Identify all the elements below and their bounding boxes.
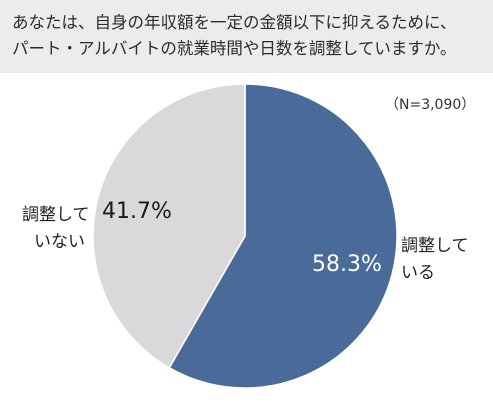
pie-slice-yes [168, 83, 398, 389]
question-header: あなたは、自身の年収額を一定の金額以下に抑えるために、 パート・アルバイトの就業… [0, 0, 493, 73]
slice-value-yes: 58.3% [312, 252, 382, 277]
slice-label-no-line2: いない [34, 232, 85, 252]
pie-slice-no [92, 83, 246, 369]
sample-size: （N=3,090） [385, 97, 476, 113]
question-line-2: パート・アルバイトの就業時間や日数を調整していますか。 [12, 39, 457, 58]
slice-label-yes-line1: 調整して [401, 236, 469, 256]
slice-label-no-line1: 調整して [22, 205, 90, 225]
slice-label-yes: 調整して いる [401, 233, 469, 287]
question-line-1: あなたは、自身の年収額を一定の金額以下に抑えるために、 [12, 13, 457, 32]
slice-value-no: 41.7% [102, 199, 172, 224]
slice-label-no: 調整して いない [22, 202, 90, 256]
slice-label-yes-line2: いる [401, 263, 435, 283]
